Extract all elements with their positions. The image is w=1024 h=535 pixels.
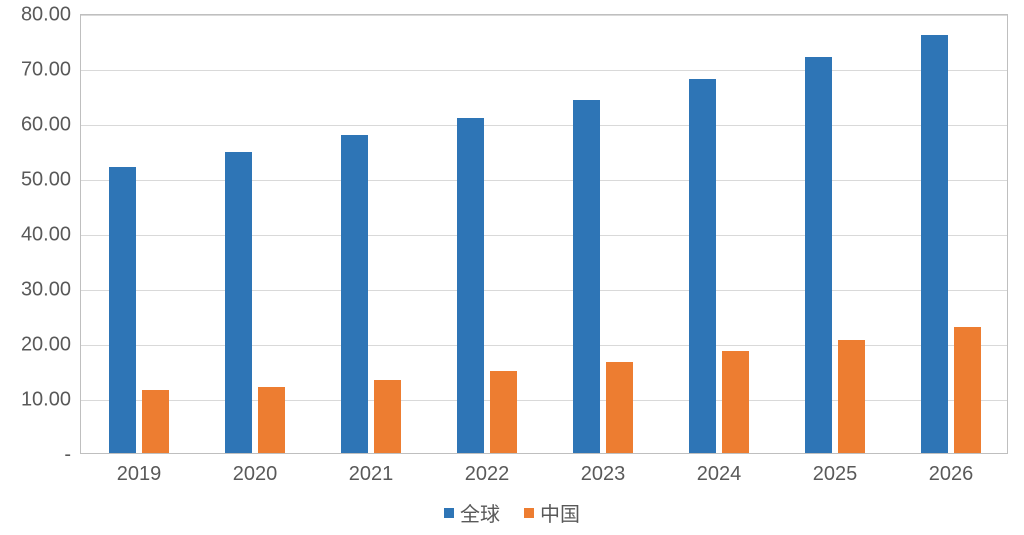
bar (457, 118, 484, 454)
bar (142, 390, 169, 453)
bar (225, 152, 252, 453)
y-tick-label: 20.00 (21, 334, 81, 357)
x-tick-label: 2023 (581, 453, 626, 486)
bar (490, 371, 517, 454)
y-tick-label: 70.00 (21, 59, 81, 82)
y-tick-label: 50.00 (21, 169, 81, 192)
bar (374, 380, 401, 453)
legend-swatch (444, 508, 454, 518)
y-tick-label: 80.00 (21, 4, 81, 27)
grid-line (81, 400, 1007, 401)
grid-line (81, 70, 1007, 71)
bar (109, 167, 136, 453)
bar (954, 327, 981, 454)
x-tick-label: 2021 (349, 453, 394, 486)
legend-swatch (524, 508, 534, 518)
y-tick-label: 10.00 (21, 389, 81, 412)
chart-container: - 10.00 20.00 30.00 40.00 50.00 60.00 70.00 80.0… (0, 0, 1024, 535)
grid-line (81, 345, 1007, 346)
grid-line (81, 290, 1007, 291)
bar (921, 35, 948, 453)
legend-label: 中国 (540, 498, 580, 527)
y-tick-label: 60.00 (21, 114, 81, 137)
y-tick-label: 40.00 (21, 224, 81, 247)
plot-area: -10.0020.0030.0040.0050.0060.0070.0080.0… (80, 14, 1008, 454)
bar (573, 100, 600, 453)
bar (722, 351, 749, 453)
bar (258, 387, 285, 453)
x-tick-label: 2025 (813, 453, 858, 486)
grid-line (81, 15, 1007, 16)
x-tick-label: 2020 (233, 453, 278, 486)
grid-line (81, 180, 1007, 181)
legend-label: 全球 (460, 498, 500, 527)
grid-line (81, 125, 1007, 126)
y-tick-label: - (64, 444, 81, 467)
bar (606, 362, 633, 453)
bar (341, 135, 368, 453)
bar (805, 57, 832, 453)
legend-item: 全球 (444, 498, 500, 527)
legend: 全球 中国 (0, 498, 1024, 527)
grid-line (81, 235, 1007, 236)
x-tick-label: 2024 (697, 453, 742, 486)
bar (838, 340, 865, 453)
x-tick-label: 2019 (117, 453, 162, 486)
bar (689, 79, 716, 453)
x-tick-label: 2022 (465, 453, 510, 486)
x-tick-label: 2026 (929, 453, 974, 486)
y-tick-label: 30.00 (21, 279, 81, 302)
legend-item: 中国 (524, 498, 580, 527)
